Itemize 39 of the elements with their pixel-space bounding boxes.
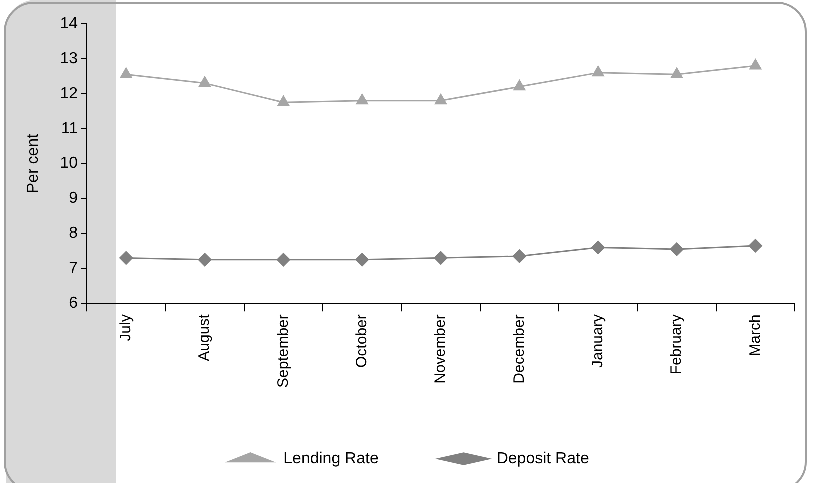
point xyxy=(750,59,762,70)
point xyxy=(671,68,683,78)
point xyxy=(198,253,212,267)
y-tick-label: 7 xyxy=(69,260,78,278)
x-tick-label: July xyxy=(117,314,134,342)
legend-label: Deposit Rate xyxy=(496,450,590,468)
x-tick-label: December xyxy=(510,314,528,384)
point xyxy=(356,253,370,267)
point xyxy=(514,80,526,91)
y-tick-label: 13 xyxy=(60,50,78,68)
x-tick-label: February xyxy=(668,314,686,375)
y-tick-label: 10 xyxy=(60,155,78,172)
point xyxy=(278,96,290,106)
point xyxy=(199,76,211,88)
x-tick-label: March xyxy=(746,314,764,356)
point xyxy=(120,251,134,265)
point xyxy=(592,66,604,77)
y-tick-label: 6 xyxy=(69,295,78,312)
point xyxy=(670,242,684,256)
x-tick-label: November xyxy=(432,314,450,384)
point xyxy=(356,94,368,105)
point xyxy=(748,239,762,253)
x-tick-label: January xyxy=(589,314,606,368)
point xyxy=(512,250,526,264)
x-tick-label: August xyxy=(196,314,214,362)
point xyxy=(435,94,447,105)
x-tick-label: September xyxy=(274,314,292,388)
point xyxy=(592,240,606,254)
x-tick-label: October xyxy=(353,314,370,368)
y-tick-label: 14 xyxy=(60,15,78,32)
y-tick-label: 11 xyxy=(61,120,78,138)
y-tick-label: 12 xyxy=(60,85,78,102)
y-tick-label: 8 xyxy=(69,225,78,242)
point xyxy=(120,68,132,78)
legend-label: Lending Rate xyxy=(284,450,379,468)
y-axis-title: Per cent xyxy=(25,133,42,194)
y-tick-label: 9 xyxy=(69,190,78,208)
point xyxy=(434,251,448,265)
point xyxy=(276,253,290,267)
